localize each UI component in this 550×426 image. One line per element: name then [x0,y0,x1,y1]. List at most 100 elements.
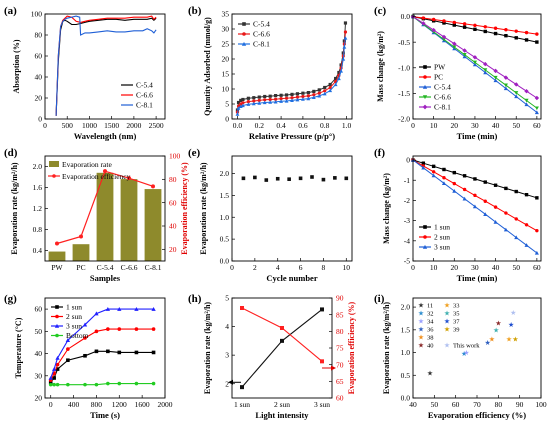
data-point [472,204,477,209]
data-point [268,94,272,98]
panel-label: (b) [188,5,202,17]
panel-f: (f) 0 10 20 30 40 50 60 0 -1 -2 -3 -4 -5 Time (min) Mas… [374,147,542,283]
data-point [322,91,327,96]
y-tick-label: 1.6 [33,183,43,192]
bar-PC [72,244,90,261]
data-point [534,110,539,115]
legend-label: PW [434,63,446,72]
data-point [333,82,338,87]
y-tick-label: -1.0 [398,63,410,72]
data-point-33: ★ [506,335,512,343]
y-tick-label: -1 [404,176,410,185]
data-point [298,176,303,181]
plot-frame [412,155,542,262]
bar-C-8.1 [144,189,162,261]
y-tick-label: 80 [35,31,43,40]
data-point [452,170,456,175]
x-tick-label: 50 [431,400,439,409]
data-point [336,76,341,81]
data-point [462,25,467,29]
y-tick-label: 2.0 [401,303,411,312]
data-point-38: ★ [489,335,495,343]
data-point-40: ★ [495,320,501,328]
legend-marker [55,314,59,319]
panel-d: (d) PW PC C-5.4 C-6.6 C-8.1 0.4 0.8 1.2 1.6 2.0 20 4… [4,147,189,283]
data-point [343,30,348,34]
y2-tick-label: 80 [336,327,344,336]
x-axis-label: Time (min) [457,273,498,283]
data-point [306,91,310,95]
data-point [534,95,540,101]
x-tick-label: 10 [343,263,351,272]
x-tick-label: 20 [451,263,459,272]
legend-marker: ★ [444,302,450,310]
data-point [284,99,289,103]
data-point [514,82,519,87]
data-point [493,183,498,187]
data-point [151,306,156,311]
data-point [514,235,519,240]
data-point [343,36,348,40]
x-tick-label: 100 [535,400,547,409]
data-point [287,177,291,181]
y-tick-label: 1.5 [220,191,230,200]
y-tick-label: 2.0 [220,169,230,178]
data-point [462,22,467,26]
data-point [268,100,273,104]
data-point [94,311,99,316]
y-tick-label: -0.5 [398,38,410,47]
data-point-36: ★ [485,339,491,347]
x-axis-label: Wavelength (nm) [74,131,137,141]
x-tick-label: 0.2 [255,121,265,130]
legend-swatch [49,161,59,167]
data-point [317,93,322,98]
legend-marker: ★ [418,334,424,342]
data-point [452,181,456,186]
data-point [273,99,278,104]
y-tick-label: 0.5 [401,371,411,380]
data-point [524,38,529,42]
data-point [341,57,346,61]
data-point [55,362,60,367]
x-tick-label: 40 [409,400,417,409]
legend-marker [423,65,427,69]
data-point [344,176,349,181]
x-tick-label: C-8.1 [145,263,162,272]
data-point [290,92,294,96]
x-tick-label: 60 [452,400,460,409]
data-point [306,96,311,101]
data-point [483,70,488,75]
data-point [431,173,436,178]
legend-label: 1 sun [434,223,450,232]
legend-label: Evaporation rate [62,160,112,169]
x-tick-label: 50 [512,263,520,272]
bar-C-5.4 [96,172,114,261]
data-point [503,83,508,88]
efficiency-line [241,307,323,362]
data-point [493,26,498,30]
legend-label: C-6.6 [136,91,153,100]
y-tick-label: -2.0 [398,115,410,124]
data-point [421,21,426,26]
y-tick-label: 0.8 [33,225,43,234]
data-point [274,94,278,98]
y-axis-label: Mass change (kg/m²) [376,31,385,102]
data-point [241,101,245,105]
data-point [321,177,326,182]
legend-marker [241,41,247,46]
legend-label: 32 [427,311,434,318]
data-point [483,68,488,73]
data-point [514,36,518,40]
y2-tick-label: 65 [336,377,344,386]
panel-c: (c) 0 10 20 30 40 50 60 0.0 -0.5 -1.0 -1.5 -2.0 Time … [374,5,542,141]
data-point-32: ★ [461,350,467,358]
legend-marker: ★ [418,318,424,326]
x-tick-label: 8 [322,263,326,272]
data-point [279,99,284,103]
rate-point [280,338,284,343]
legend-marker: ★ [418,310,424,318]
data-point [290,96,294,100]
efficiency-point [103,169,107,174]
data-point [290,98,294,102]
